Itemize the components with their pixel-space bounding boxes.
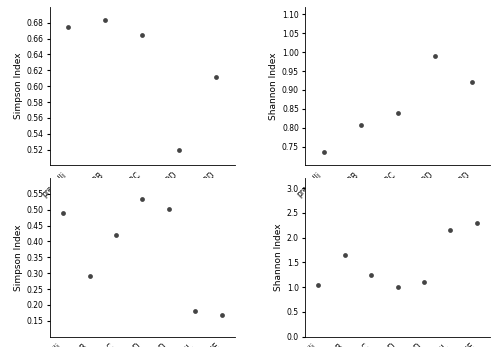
Point (192, 308, 200, 313)
Point (165, 206, 173, 212)
Point (218, 312, 226, 318)
Point (446, 227, 454, 233)
Point (59, 210, 67, 216)
Point (64, 24, 72, 29)
Point (102, 18, 110, 23)
Point (394, 284, 402, 290)
Point (356, 122, 364, 128)
Point (314, 282, 322, 287)
Y-axis label: Simpson Index: Simpson Index (14, 224, 22, 291)
Point (138, 32, 146, 37)
Point (430, 53, 438, 59)
Point (138, 196, 146, 202)
Point (340, 252, 348, 257)
Y-axis label: Simpson Index: Simpson Index (14, 53, 22, 119)
Point (367, 272, 375, 278)
Point (420, 279, 428, 285)
Point (320, 150, 328, 155)
Y-axis label: Shannon Index: Shannon Index (274, 223, 282, 291)
Point (473, 220, 481, 226)
Point (112, 232, 120, 238)
Point (394, 110, 402, 115)
Y-axis label: Shannon Index: Shannon Index (268, 52, 278, 120)
Point (468, 79, 475, 85)
Point (212, 74, 220, 79)
Point (176, 147, 184, 152)
Point (86, 273, 94, 279)
